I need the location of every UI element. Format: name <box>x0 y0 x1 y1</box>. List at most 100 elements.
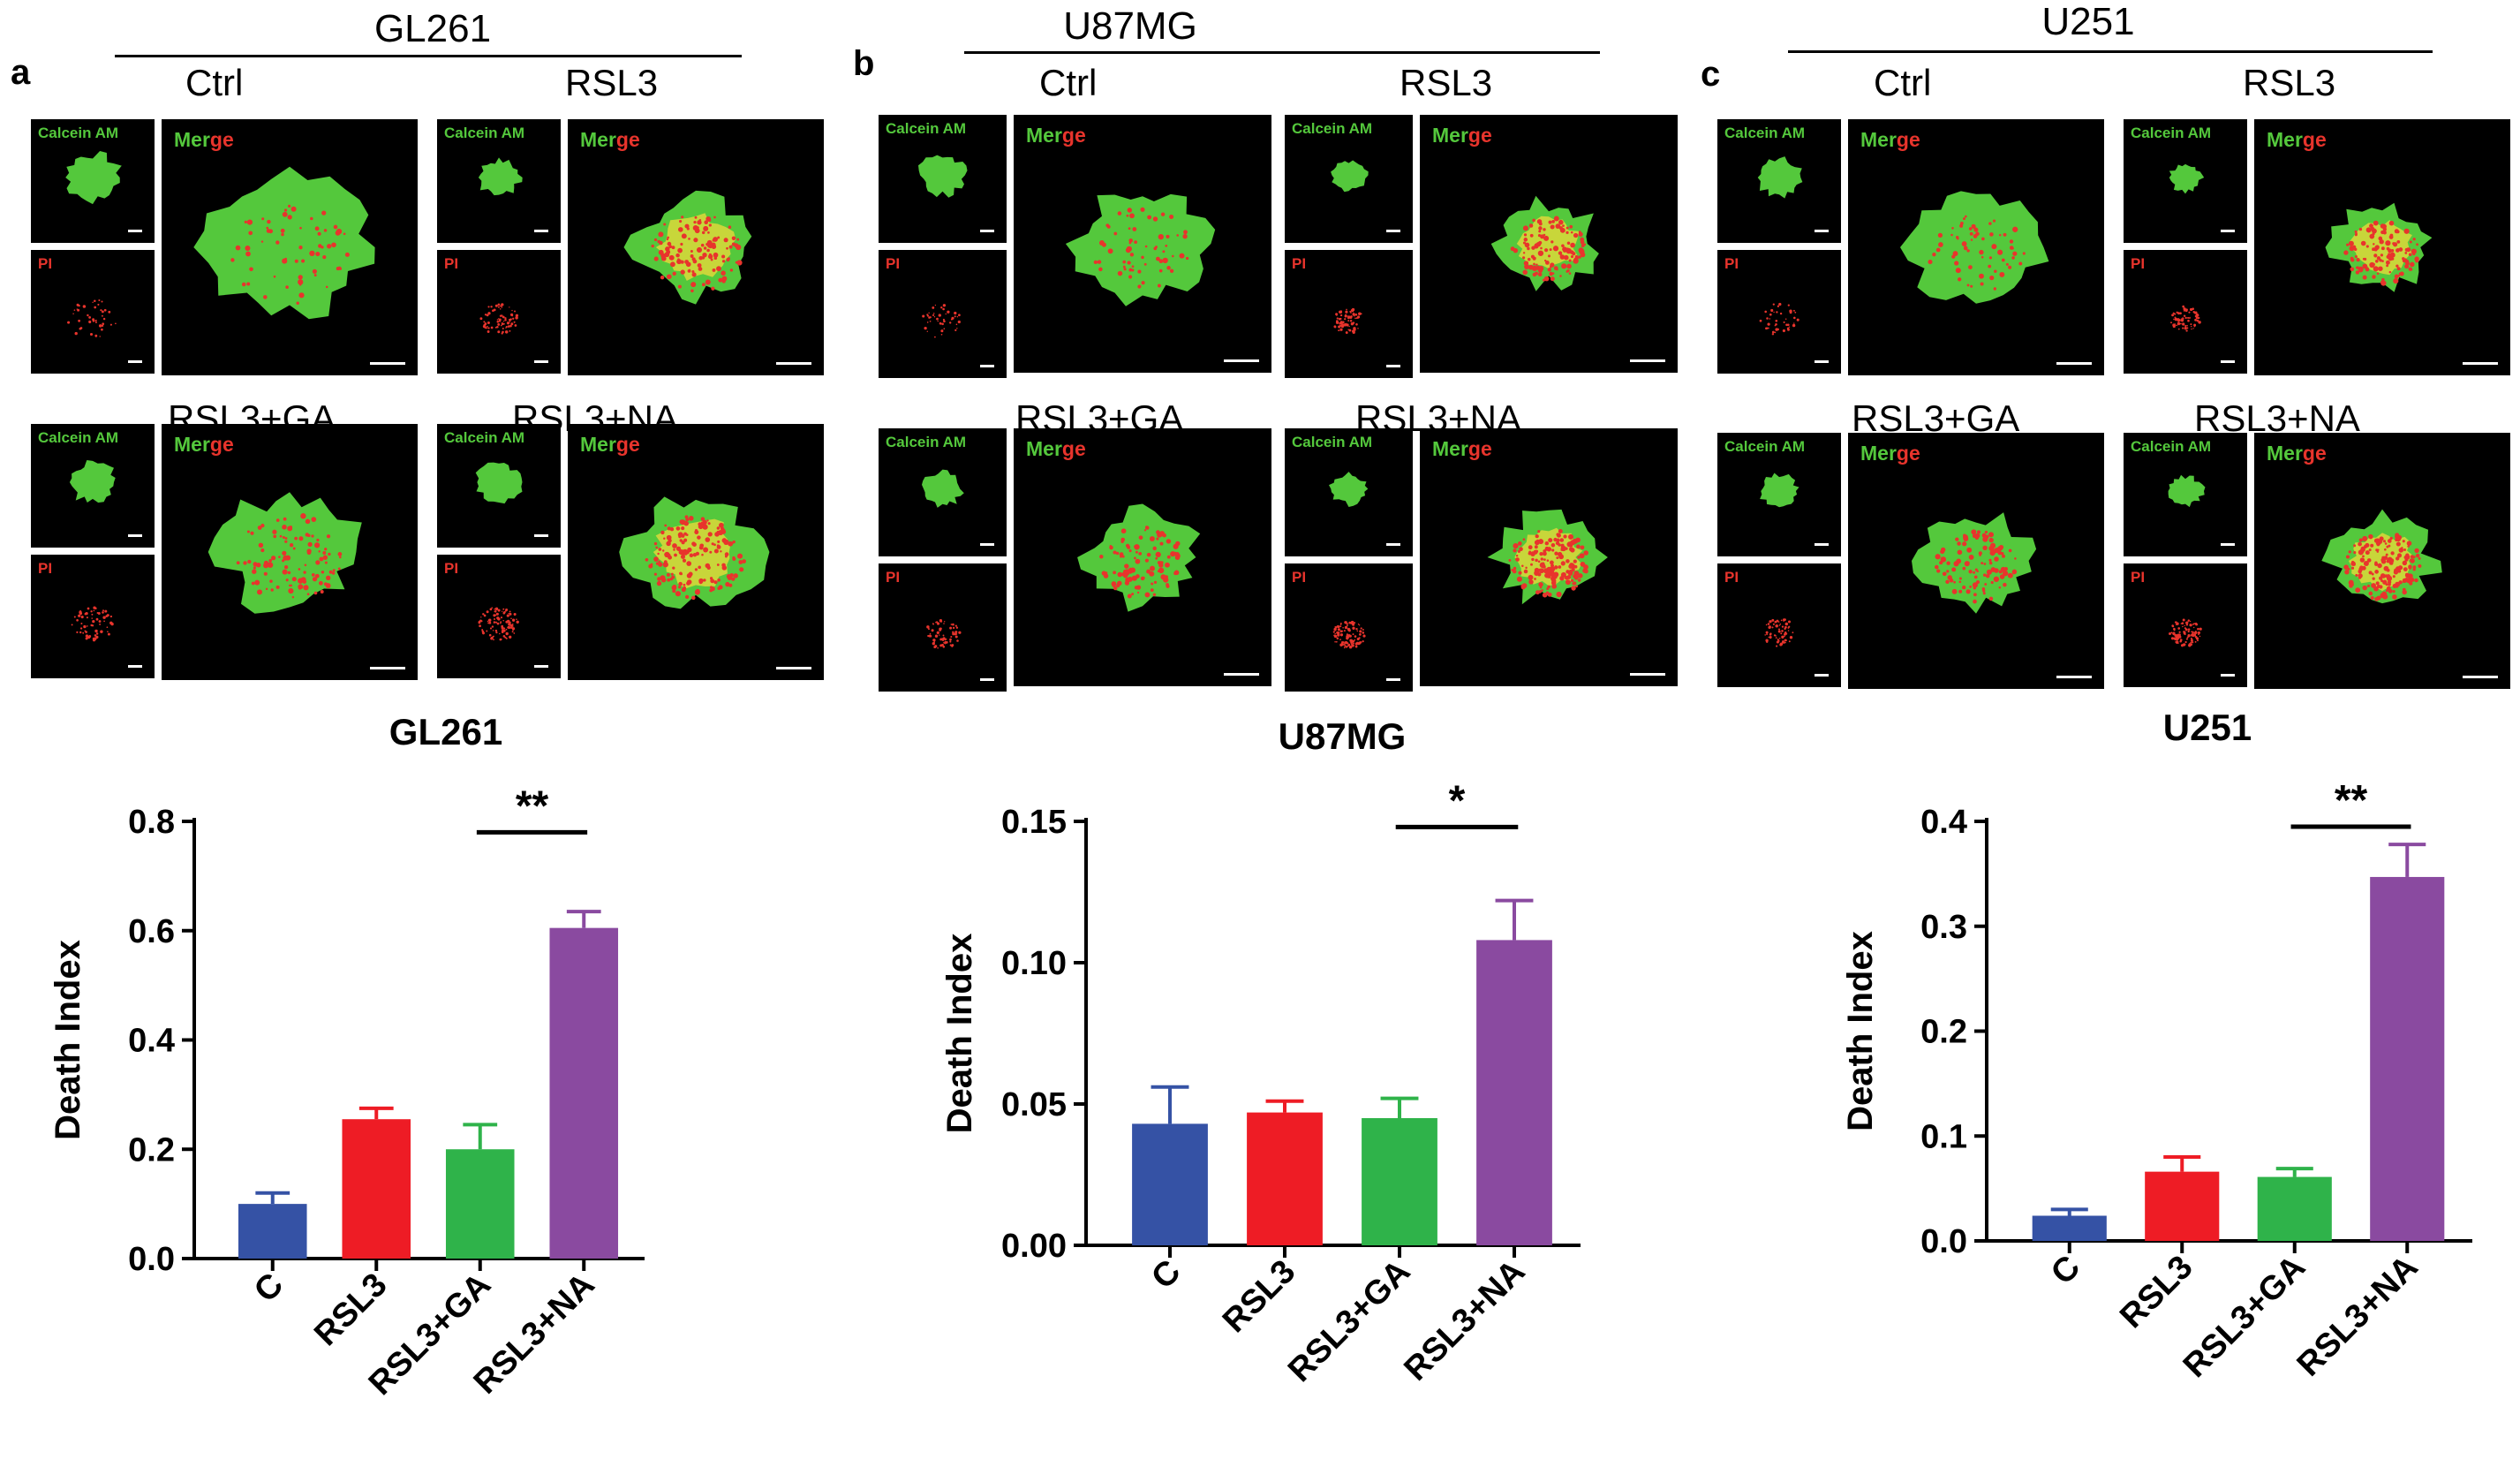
scale-bar <box>1630 673 1665 676</box>
merge-label: Merge <box>2267 128 2327 152</box>
calcein-am-label: Calcein AM <box>38 429 119 446</box>
merge-label-part1: Mer <box>1860 128 1897 151</box>
merge-label-part2: ge <box>1467 437 1492 460</box>
scale-bar <box>534 665 548 668</box>
y-axis-label: Death Index <box>49 940 87 1140</box>
condition-label: Ctrl <box>1874 62 1932 103</box>
merge-label: Merge <box>580 433 640 457</box>
merge-image: Merge <box>1014 428 1271 686</box>
calcein-am-label: Calcein AM <box>1724 125 1806 141</box>
scale-bar <box>534 534 548 537</box>
bar-c <box>238 1204 307 1259</box>
condition-label: Ctrl <box>185 62 244 103</box>
merge-label-part1: Mer <box>1860 442 1897 465</box>
merge-label-part2: ge <box>1061 437 1086 460</box>
scale-bar <box>2463 362 2498 365</box>
merge-image: Merge <box>1420 115 1678 373</box>
merge-image: Merge <box>1420 428 1678 686</box>
bar-rsl3-ga <box>445 1149 515 1259</box>
scale-bar <box>128 534 142 537</box>
calcein-am-image: Calcein AM <box>1285 115 1413 243</box>
merge-label-part1: Mer <box>1026 437 1062 460</box>
pi-label: PI <box>444 560 459 577</box>
x-tick-label: RSL3+GA <box>1281 1253 1417 1389</box>
merge-label-part1: Mer <box>580 128 616 151</box>
pi-image: PI <box>437 555 561 678</box>
x-tick-label: RSL3 <box>2113 1249 2199 1335</box>
cell-line-underline <box>1788 50 2433 53</box>
condition-label: RSL3+NA <box>2194 397 2360 439</box>
merge-image: Merge <box>162 424 418 680</box>
calcein-am-label: Calcein AM <box>1292 120 1373 137</box>
merge-label: Merge <box>1026 437 1086 461</box>
scale-bar <box>1386 365 1400 367</box>
scale-bar <box>1815 543 1829 546</box>
pi-image: PI <box>31 555 155 678</box>
pi-label: PI <box>1724 255 1739 272</box>
merge-label-part1: Mer <box>174 128 210 151</box>
merge-label-part2: ge <box>2302 128 2327 151</box>
chart-title: U87MG <box>1278 715 1407 757</box>
merge-label: Merge <box>174 128 234 152</box>
panel-letter: b <box>853 44 875 83</box>
calcein-am-image: Calcein AM <box>437 424 561 548</box>
pi-image: PI <box>879 250 1007 378</box>
bar-rsl3-na <box>2370 876 2445 1241</box>
y-axis-label: Death Index <box>1841 931 1880 1131</box>
merge-label-part2: ge <box>615 433 640 456</box>
y-tick-label: 0.0 <box>128 1241 175 1278</box>
merge-label-part1: Mer <box>174 433 210 456</box>
pi-image: PI <box>31 250 155 374</box>
bar-rsl3-ga <box>1362 1118 1437 1245</box>
condition-label: RSL3 <box>1400 62 1493 103</box>
scale-bar <box>370 667 405 669</box>
x-tick-label: RSL3 <box>307 1267 394 1353</box>
scale-bar <box>980 230 994 232</box>
pi-image: PI <box>1717 250 1841 374</box>
pi-image: PI <box>1717 563 1841 687</box>
merge-label: Merge <box>1432 124 1492 147</box>
panel-letter: c <box>1701 55 1721 94</box>
scale-bar <box>2056 362 2092 365</box>
bar-rsl3-na <box>1476 940 1552 1245</box>
x-tick-label: RSL3+GA <box>2177 1249 2313 1385</box>
pi-label: PI <box>2131 255 2146 272</box>
cell-line-underline <box>115 55 742 57</box>
calcein-am-label: Calcein AM <box>444 125 525 141</box>
scale-bar <box>128 360 142 363</box>
condition-label: RSL3 <box>2243 62 2336 103</box>
scale-bar <box>370 362 405 365</box>
y-tick-label: 0.8 <box>128 804 175 841</box>
pi-label: PI <box>38 255 53 272</box>
bar-rsl3 <box>1247 1112 1323 1245</box>
merge-label-part1: Mer <box>580 433 616 456</box>
x-tick-label: C <box>247 1267 290 1310</box>
merge-label: Merge <box>1026 124 1086 147</box>
scale-bar <box>980 365 994 367</box>
calcein-am-image: Calcein AM <box>2124 433 2247 556</box>
scale-bar <box>2221 543 2235 546</box>
condition-label: RSL3 <box>565 62 659 103</box>
merge-image: Merge <box>1848 119 2104 375</box>
merge-label: Merge <box>2267 442 2327 465</box>
calcein-am-label: Calcein AM <box>1724 438 1806 455</box>
y-tick-label: 0.2 <box>1920 1014 1967 1051</box>
merge-image: Merge <box>2254 119 2510 375</box>
calcein-am-image: Calcein AM <box>1285 428 1413 556</box>
scale-bar <box>1815 230 1829 232</box>
calcein-am-image: Calcein AM <box>879 115 1007 243</box>
bar-rsl3-na <box>549 927 619 1259</box>
merge-label-part2: ge <box>1896 442 1920 465</box>
y-tick-label: 0.10 <box>1001 945 1067 982</box>
calcein-am-label: Calcein AM <box>1292 434 1373 450</box>
y-tick-label: 0.2 <box>128 1131 175 1168</box>
cell-line-title: U251 <box>2041 0 2135 43</box>
y-tick-label: 0.4 <box>1920 804 1967 841</box>
chart-title: GL261 <box>389 711 503 752</box>
merge-label-part2: ge <box>1467 124 1492 147</box>
panel-c: c U251 Ctrl Calcein AM PI Merge RSL3 Calcein AM… <box>1695 0 2520 1467</box>
bar-rsl3-ga <box>2257 1176 2332 1241</box>
pi-image: PI <box>2124 563 2247 687</box>
x-tick-label: C <box>1144 1253 1188 1297</box>
merge-label-part2: ge <box>209 433 234 456</box>
